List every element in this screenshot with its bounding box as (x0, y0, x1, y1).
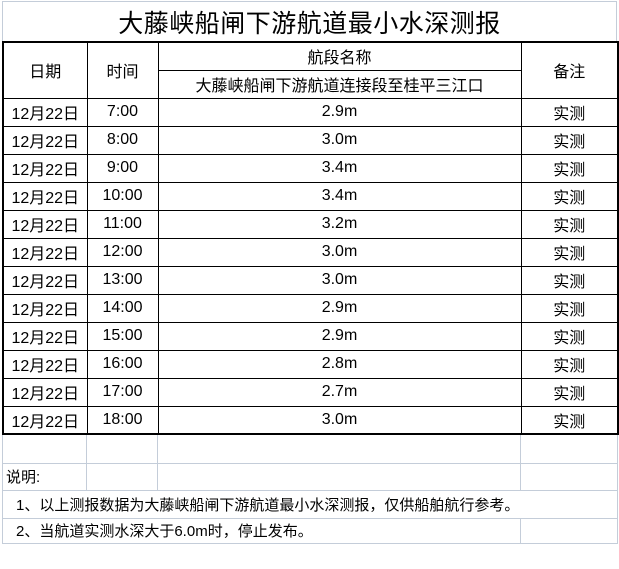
cell-remark: 实测 (520, 377, 619, 407)
table-row: 12月22日 10:00 3.4m 实测 (2, 181, 619, 211)
cell-depth: 2.9m (157, 293, 522, 323)
cell-time: 7:00 (86, 97, 159, 127)
cell-date: 12月22日 (2, 237, 88, 267)
cell-depth: 3.4m (157, 181, 522, 211)
cell-remark: 实测 (520, 405, 619, 435)
report-sheet: 大藤峡船闸下游航道最小水深测报 日期 时间 航段名称 备注 大藤峡船闸下游航道连… (2, 1, 619, 544)
empty-cell (2, 435, 87, 464)
empty-cell (520, 462, 618, 491)
cell-date: 12月22日 (2, 209, 88, 239)
cell-date: 12月22日 (2, 97, 88, 127)
cell-date: 12月22日 (2, 405, 88, 435)
empty-cell (157, 462, 521, 491)
report-title: 大藤峡船闸下游航道最小水深测报 (2, 1, 617, 41)
cell-date: 12月22日 (2, 265, 88, 295)
cell-date: 12月22日 (2, 125, 88, 155)
cell-time: 15:00 (86, 321, 159, 351)
table-row: 12月22日 12:00 3.0m 实测 (2, 237, 619, 267)
cell-time: 11:00 (86, 209, 159, 239)
table-row: 12月22日 8:00 3.0m 实测 (2, 125, 619, 155)
depth-report-table: 日期 时间 航段名称 备注 大藤峡船闸下游航道连接段至桂平三江口 12月22日 7… (2, 41, 619, 435)
notes-label-row: 说明: (2, 462, 618, 491)
cell-remark: 实测 (520, 153, 619, 183)
empty-cell (157, 435, 521, 464)
empty-cell (520, 435, 618, 464)
cell-remark: 实测 (520, 265, 619, 295)
cell-depth: 3.4m (157, 153, 522, 183)
cell-time: 9:00 (86, 153, 159, 183)
cell-time: 12:00 (86, 237, 159, 267)
cell-time: 14:00 (86, 293, 159, 323)
header-row-1: 日期 时间 航段名称 备注 (2, 41, 619, 99)
header-section-name: 大藤峡船闸下游航道连接段至桂平三江口 (157, 69, 522, 99)
cell-depth: 2.9m (157, 97, 522, 127)
cell-time: 8:00 (86, 125, 159, 155)
header-row-2: 大藤峡船闸下游航道连接段至桂平三江口 (3, 69, 618, 99)
table-row: 12月22日 9:00 3.4m 实测 (2, 153, 619, 183)
header-time: 时间 (86, 41, 159, 99)
cell-depth: 2.7m (157, 377, 522, 407)
cell-remark: 实测 (520, 97, 619, 127)
cell-time: 17:00 (86, 377, 159, 407)
cell-time: 10:00 (86, 181, 159, 211)
cell-date: 12月22日 (2, 377, 88, 407)
cell-remark: 实测 (520, 349, 619, 379)
note-line-2: 2、当航道实测水深大于6.0m时，停止发布。 (2, 517, 521, 544)
cell-time: 16:00 (86, 349, 159, 379)
cell-date: 12月22日 (2, 349, 88, 379)
notes-label: 说明: (2, 462, 87, 491)
cell-depth: 3.0m (157, 265, 522, 295)
cell-date: 12月22日 (2, 321, 88, 351)
note-row-2: 2、当航道实测水深大于6.0m时，停止发布。 (2, 517, 618, 544)
cell-remark: 实测 (520, 181, 619, 211)
cell-depth: 3.0m (157, 125, 522, 155)
cell-depth: 3.0m (157, 237, 522, 267)
cell-time: 18:00 (86, 405, 159, 435)
header-remark: 备注 (520, 41, 619, 99)
empty-cell (86, 462, 158, 491)
cell-depth: 2.9m (157, 321, 522, 351)
cell-remark: 实测 (520, 237, 619, 267)
header-section: 航段名称 (157, 41, 522, 71)
table-row: 12月22日 13:00 3.0m 实测 (2, 265, 619, 295)
empty-cell (86, 435, 158, 464)
cell-time: 13:00 (86, 265, 159, 295)
cell-remark: 实测 (520, 293, 619, 323)
cell-depth: 3.0m (157, 405, 522, 435)
table-row: 12月22日 17:00 2.7m 实测 (2, 377, 619, 407)
cell-remark: 实测 (520, 209, 619, 239)
cell-depth: 2.8m (157, 349, 522, 379)
header-date: 日期 (2, 41, 88, 99)
cell-date: 12月22日 (2, 293, 88, 323)
spacer-row (2, 435, 618, 464)
table-row: 12月22日 11:00 3.2m 实测 (2, 209, 619, 239)
table-row: 12月22日 16:00 2.8m 实测 (2, 349, 619, 379)
table-row: 12月22日 14:00 2.9m 实测 (2, 293, 619, 323)
notes-table: 说明: 1、以上测报数据为大藤峡船闸下游航道最小水深测报，仅供船舶航行参考。 2… (2, 435, 618, 544)
cell-remark: 实测 (520, 321, 619, 351)
table-row: 12月22日 7:00 2.9m 实测 (2, 97, 619, 127)
table-row: 12月22日 15:00 2.9m 实测 (2, 321, 619, 351)
note-line-1: 1、以上测报数据为大藤峡船闸下游航道最小水深测报，仅供船舶航行参考。 (2, 489, 618, 519)
note-row-1: 1、以上测报数据为大藤峡船闸下游航道最小水深测报，仅供船舶航行参考。 (2, 489, 618, 519)
cell-date: 12月22日 (2, 153, 88, 183)
empty-cell (520, 517, 618, 544)
cell-remark: 实测 (520, 125, 619, 155)
cell-depth: 3.2m (157, 209, 522, 239)
table-row: 12月22日 18:00 3.0m 实测 (2, 405, 619, 435)
cell-date: 12月22日 (2, 181, 88, 211)
